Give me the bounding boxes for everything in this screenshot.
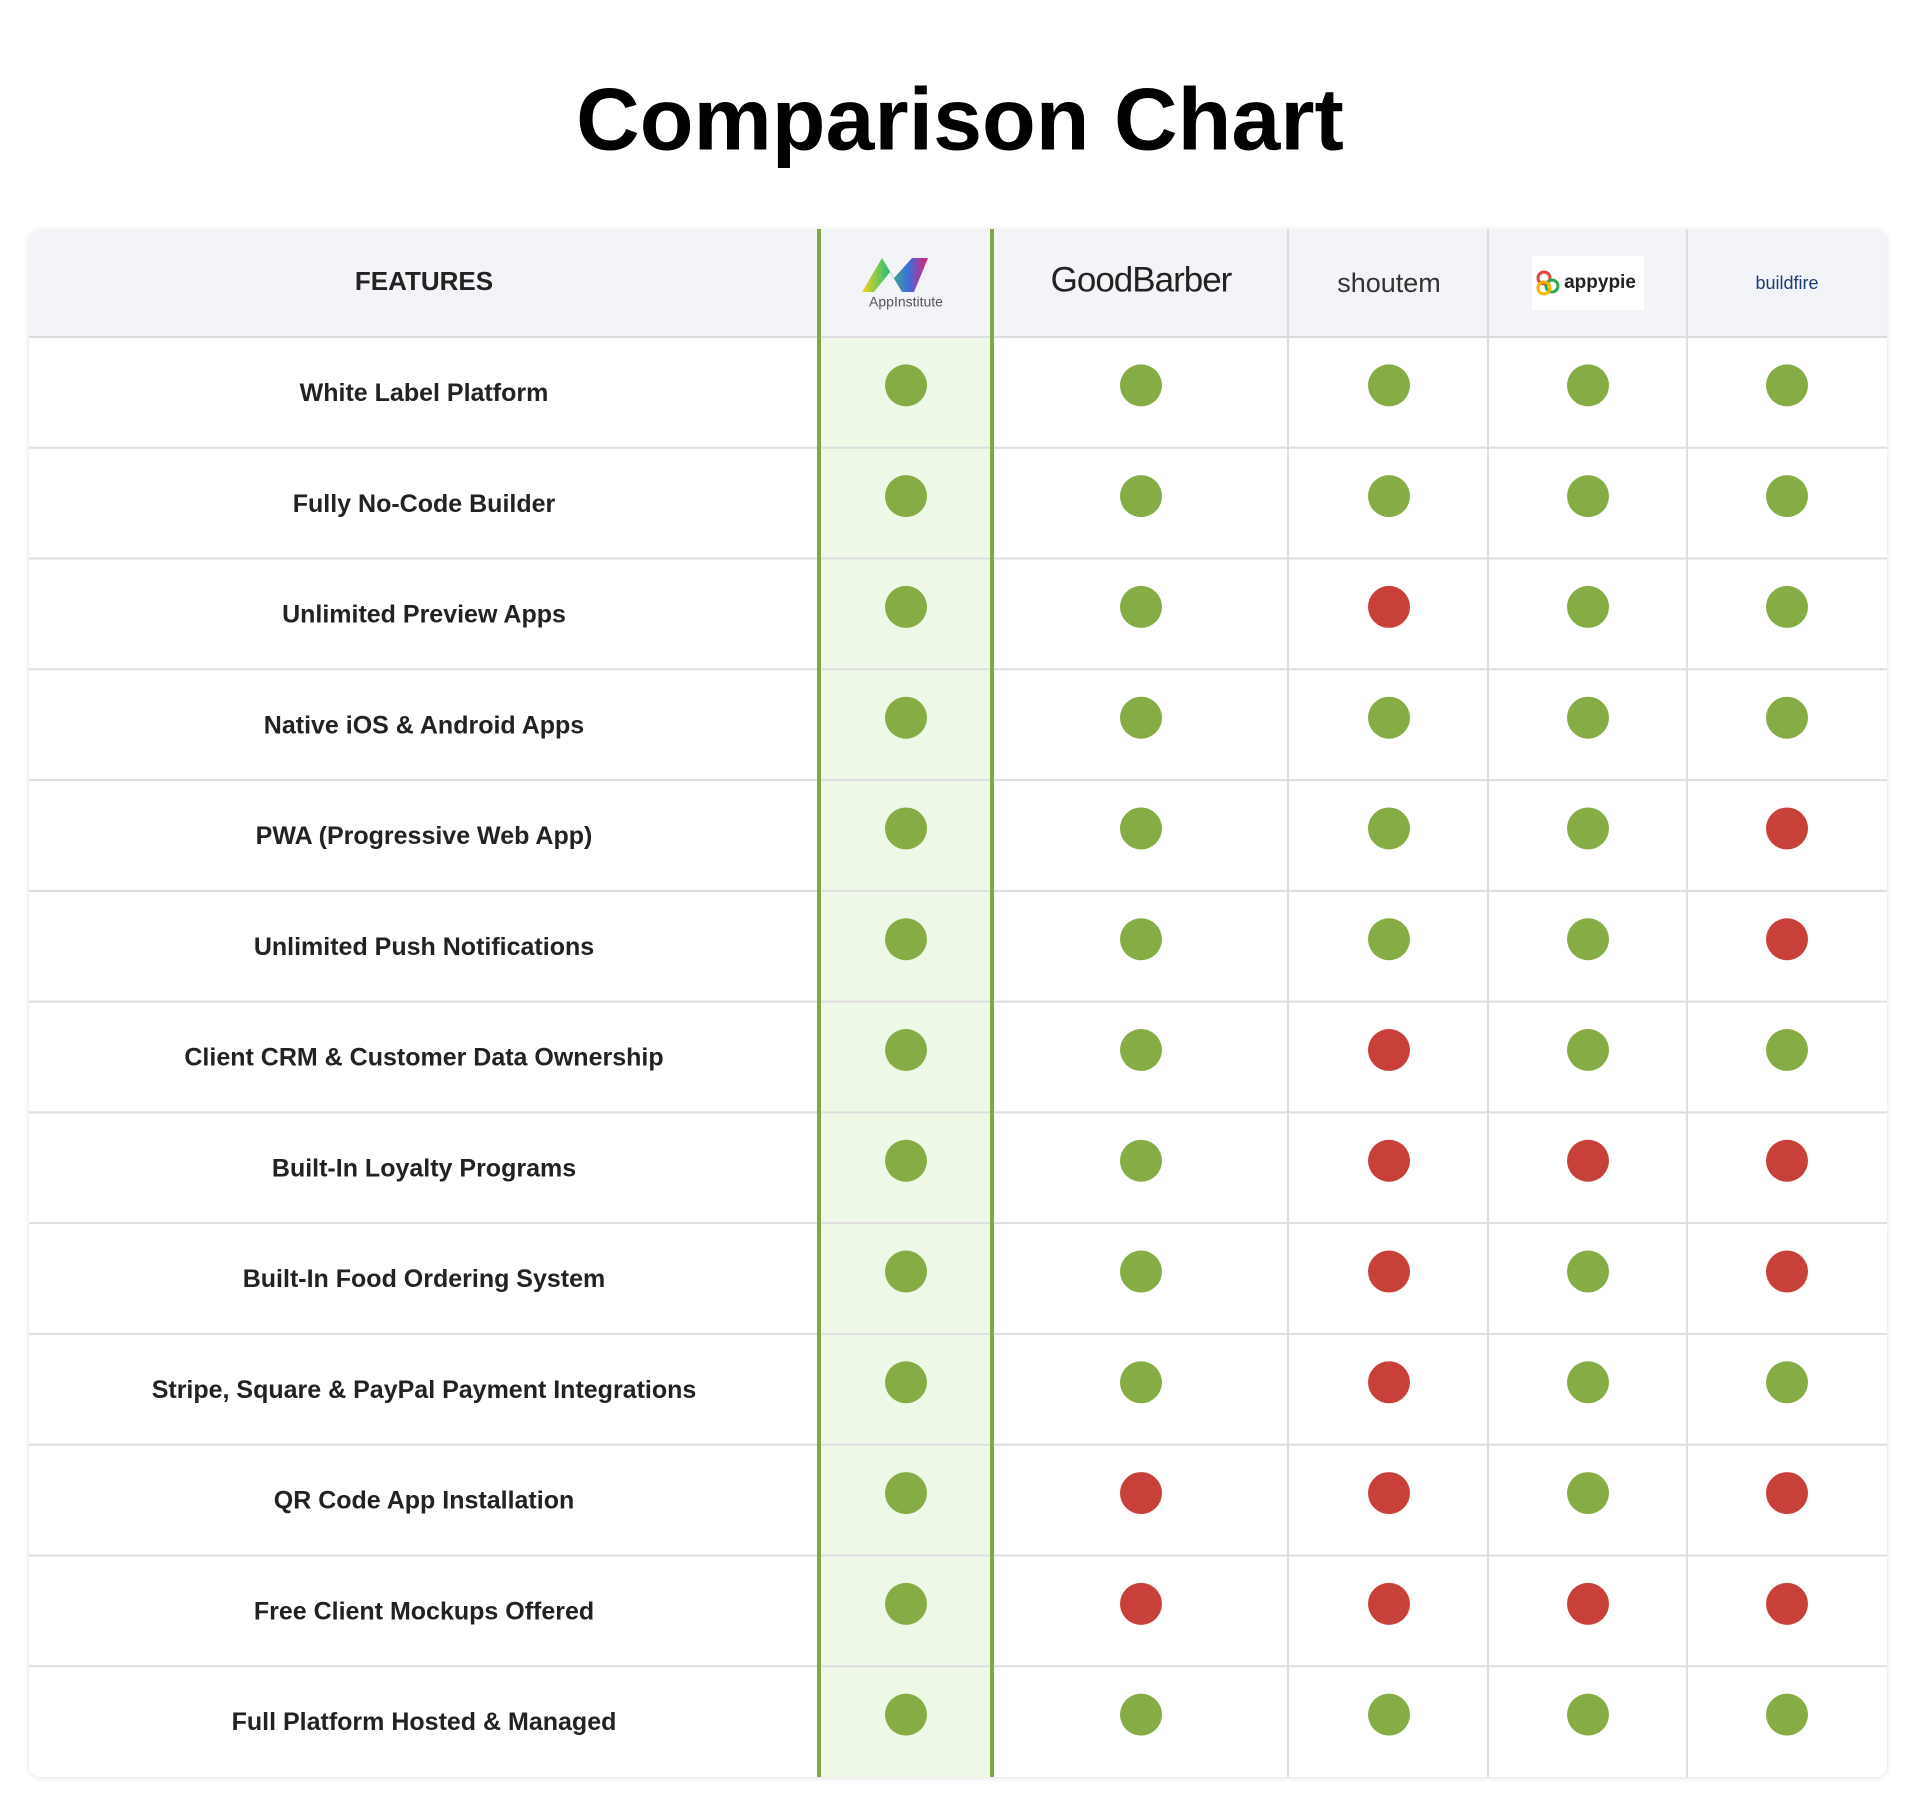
support-dot (885, 918, 927, 961)
support-dot (1766, 1472, 1808, 1515)
support-dot (1120, 585, 1162, 628)
support-dot (1368, 475, 1410, 518)
support-dot (1120, 1250, 1162, 1293)
support-dot (885, 475, 927, 518)
support-dot (1567, 1139, 1609, 1182)
logo-text: GoodBarber (1051, 260, 1233, 299)
support-dot (1766, 1361, 1808, 1404)
support-dot (1567, 1582, 1609, 1625)
support-dot (1766, 807, 1808, 850)
support-dot (1766, 1582, 1808, 1625)
support-dot (1368, 585, 1410, 628)
support-dot (1567, 807, 1609, 850)
feature-label: White Label Platform (300, 379, 549, 407)
support-dot (1766, 696, 1808, 739)
support-dot (1368, 1693, 1410, 1736)
support-dot (885, 1139, 927, 1182)
logo-text: buildfire (1755, 273, 1818, 293)
support-dot (1120, 475, 1162, 518)
support-dot (1567, 1029, 1609, 1071)
logo-appinstitute: AppInstitute (862, 258, 943, 310)
support-dot (1368, 1029, 1410, 1071)
support-dot (1368, 1472, 1410, 1515)
support-dot (885, 1250, 927, 1293)
support-dot (1766, 364, 1808, 407)
support-dot (1120, 1472, 1162, 1515)
feature-label: Unlimited Push Notifications (254, 933, 594, 961)
support-dot (1567, 1250, 1609, 1293)
logo-text: shoutem (1337, 268, 1441, 298)
support-dot (1120, 807, 1162, 850)
feature-label: Full Platform Hosted & Managed (232, 1708, 617, 1736)
support-dot (885, 1693, 927, 1736)
support-dot (1766, 1250, 1808, 1293)
feature-label: PWA (Progressive Web App) (256, 822, 593, 850)
support-dot (1120, 364, 1162, 407)
support-dot (1120, 1029, 1162, 1071)
support-dot (1567, 1361, 1609, 1404)
feature-label: Native iOS & Android Apps (264, 711, 584, 739)
support-dot (885, 1029, 927, 1071)
support-dot (1766, 475, 1808, 518)
column-header: FEATURES (355, 266, 493, 296)
support-dot (885, 1361, 927, 1404)
support-dot (1766, 1139, 1808, 1182)
support-dot (1766, 1693, 1808, 1736)
support-dot (885, 696, 927, 739)
feature-label: QR Code App Installation (274, 1487, 574, 1515)
support-dot (885, 364, 927, 407)
support-dot (1368, 1139, 1410, 1182)
support-dot (1368, 918, 1410, 961)
support-dot (1120, 918, 1162, 961)
feature-label: Built-In Loyalty Programs (272, 1154, 576, 1182)
support-dot (1766, 1029, 1808, 1071)
logo-text: appypie (1564, 272, 1636, 293)
support-dot (1120, 1582, 1162, 1625)
support-dot (1567, 918, 1609, 961)
support-dot (1368, 696, 1410, 739)
logo-appypie: appypie (1532, 256, 1644, 310)
support-dot (1567, 585, 1609, 628)
support-dot (1120, 1693, 1162, 1736)
support-dot (1368, 807, 1410, 850)
support-dot (1567, 475, 1609, 518)
support-dot (1368, 1361, 1410, 1404)
support-dot (1567, 1472, 1609, 1515)
support-dot (1567, 364, 1609, 407)
support-dot (885, 585, 927, 628)
support-dot (1120, 696, 1162, 739)
support-dot (885, 807, 927, 850)
support-dot (1567, 696, 1609, 739)
support-dot (1368, 364, 1410, 407)
page-title: Comparison Chart (576, 69, 1344, 168)
header-row (29, 229, 1887, 337)
support-dot (1368, 1582, 1410, 1625)
feature-label: Free Client Mockups Offered (254, 1597, 594, 1625)
support-dot (1120, 1361, 1162, 1404)
logo-text: AppInstitute (869, 294, 943, 310)
support-dot (1766, 918, 1808, 961)
feature-label: Unlimited Preview Apps (282, 601, 566, 629)
support-dot (1368, 1250, 1410, 1293)
support-dot (1766, 585, 1808, 628)
feature-label: Built-In Food Ordering System (243, 1265, 606, 1293)
support-dot (885, 1582, 927, 1625)
feature-label: Stripe, Square & PayPal Payment Integrat… (152, 1376, 697, 1404)
feature-label: Client CRM & Customer Data Ownership (184, 1044, 663, 1072)
feature-label: Fully No-Code Builder (293, 490, 556, 518)
support-dot (1120, 1139, 1162, 1182)
support-dot (885, 1472, 927, 1515)
support-dot (1567, 1693, 1609, 1736)
